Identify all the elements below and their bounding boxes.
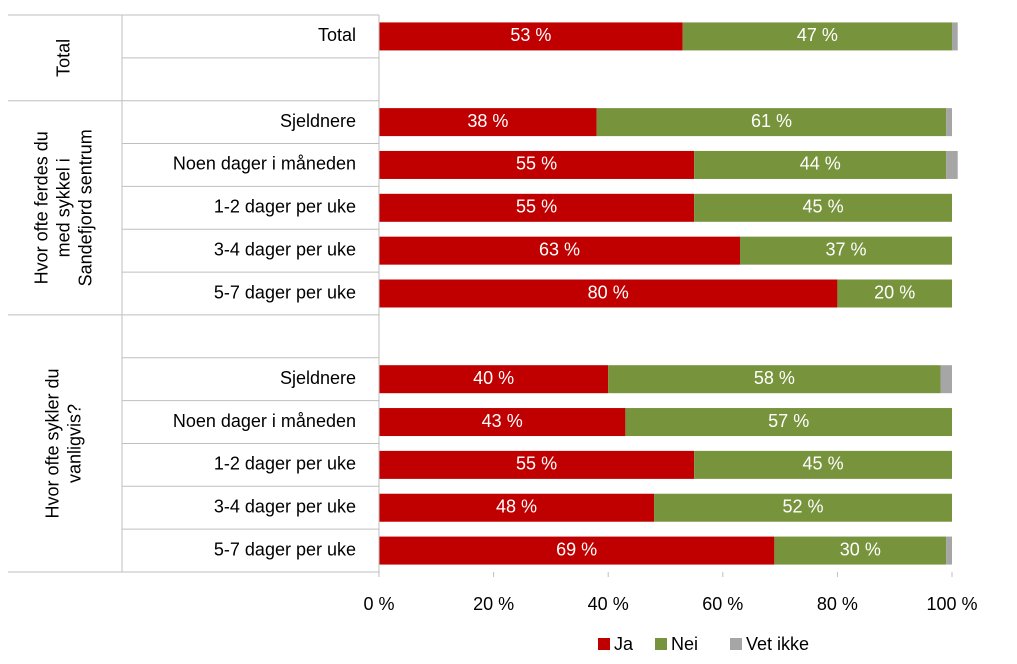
value-label: 47 % (797, 25, 838, 45)
bar-segment (682, 22, 952, 51)
value-label: 48 % (496, 496, 537, 516)
category-label: Noen dager i måneden (173, 154, 356, 174)
value-label: 52 % (783, 496, 824, 516)
bar-segment (608, 365, 941, 394)
value-label: 80 % (588, 282, 629, 302)
bar-segment (379, 193, 695, 222)
bar-segment (379, 150, 695, 179)
value-label: 20 % (874, 282, 915, 302)
value-label: 43 % (482, 411, 523, 431)
bar-segment (946, 108, 952, 137)
value-label: 61 % (751, 111, 792, 131)
value-label: 37 % (825, 239, 866, 259)
value-label: 45 % (803, 197, 844, 217)
bar-segment (379, 408, 626, 437)
value-label: 40 % (473, 368, 514, 388)
bar-segment (379, 536, 775, 565)
category-label: Noen dager i måneden (173, 411, 356, 431)
category-label: Sjeldnere (280, 368, 356, 388)
bar-segment (694, 450, 952, 479)
value-label: 55 % (516, 197, 557, 217)
x-tick-label: 40 % (588, 594, 629, 614)
legend-swatch (730, 638, 742, 650)
bar-segment (379, 365, 609, 394)
legend-label: Nei (671, 634, 698, 654)
bar-segment (946, 150, 958, 179)
bar-segment (694, 193, 952, 222)
x-tick-label: 20 % (473, 594, 514, 614)
category-label: 1-2 dager per uke (214, 454, 356, 474)
value-label: 58 % (754, 368, 795, 388)
group-label: Hvor ofte ferdes du (32, 131, 52, 284)
value-label: 57 % (768, 411, 809, 431)
value-label: 30 % (840, 539, 881, 559)
category-label: 3-4 dager per uke (214, 496, 356, 516)
value-label: 55 % (516, 454, 557, 474)
bar-segment (940, 365, 952, 394)
group-label: Hvor ofte sykler du (43, 368, 63, 518)
legend-swatch (655, 638, 667, 650)
x-tick-label: 100 % (926, 594, 977, 614)
legend-swatch (598, 638, 610, 650)
bar-segment (774, 536, 947, 565)
value-label: 69 % (556, 539, 597, 559)
category-label: 3-4 dager per uke (214, 239, 356, 259)
bar-segment (379, 493, 655, 522)
x-tick-label: 60 % (702, 594, 743, 614)
bar-segment (837, 279, 952, 308)
value-label: 38 % (467, 111, 508, 131)
group-label: vanligvis? (65, 404, 85, 483)
value-label: 45 % (803, 454, 844, 474)
group-label: Total (54, 39, 74, 77)
bar-segment (952, 22, 958, 51)
x-tick-label: 0 % (363, 594, 394, 614)
legend-label: Vet ikke (746, 634, 809, 654)
category-label: Total (318, 25, 356, 45)
bar-segment (625, 408, 952, 437)
bar-segment (379, 236, 740, 265)
bar-segment (739, 236, 952, 265)
value-label: 53 % (510, 25, 551, 45)
group-label: Sandefjord sentrum (76, 129, 96, 286)
legend-label: Ja (614, 634, 634, 654)
bar-segment (654, 493, 952, 522)
value-label: 63 % (539, 239, 580, 259)
x-tick-label: 80 % (817, 594, 858, 614)
bar-segment (379, 22, 683, 51)
group-label: med sykkel i (54, 158, 74, 257)
bar-segment (946, 536, 952, 565)
category-label: 5-7 dager per uke (214, 282, 356, 302)
bar-segment (379, 108, 597, 137)
category-label: 1-2 dager per uke (214, 197, 356, 217)
value-label: 55 % (516, 154, 557, 174)
bar-segment (379, 279, 838, 308)
category-label: 5-7 dager per uke (214, 539, 356, 559)
value-label: 44 % (800, 154, 841, 174)
category-label: Sjeldnere (280, 111, 356, 131)
bar-segment (596, 108, 947, 137)
bar-segment (694, 150, 947, 179)
bar-segment (379, 450, 695, 479)
